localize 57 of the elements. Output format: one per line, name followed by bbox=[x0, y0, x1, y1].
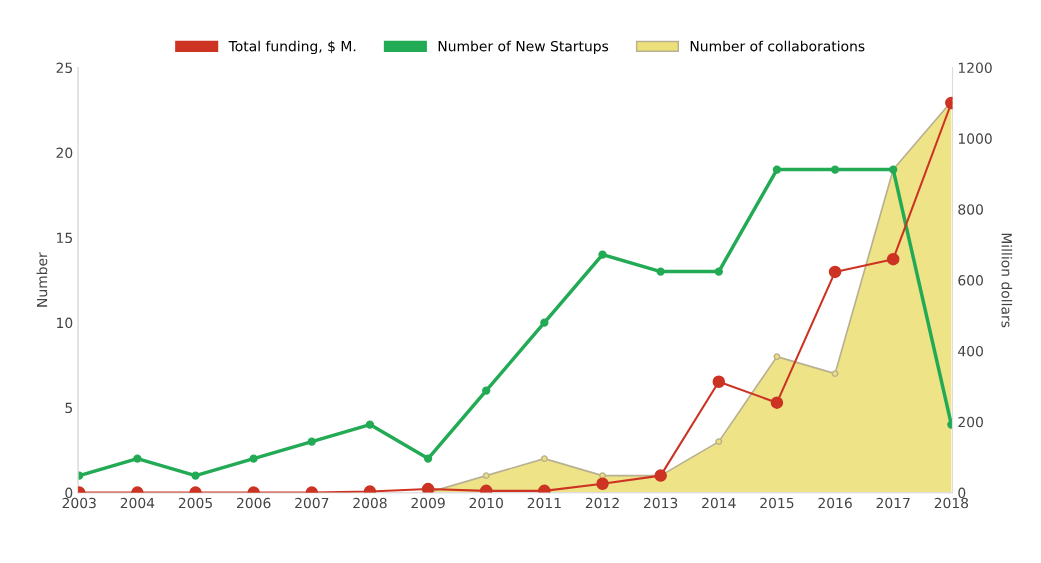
x-tick-label: 2007 bbox=[295, 497, 329, 509]
point bbox=[773, 353, 781, 361]
point bbox=[714, 267, 723, 276]
y2-tick-label: 400 bbox=[958, 345, 983, 357]
x-tick-label: 2014 bbox=[702, 497, 736, 509]
y2-tick-label: 1200 bbox=[958, 62, 992, 74]
legend-label: Total funding, $ M. bbox=[228, 40, 356, 55]
x-tick-label: 2003 bbox=[62, 497, 96, 509]
y-tick-label: 20 bbox=[56, 147, 73, 159]
x-tick-label: 2017 bbox=[876, 497, 910, 509]
point bbox=[598, 250, 607, 259]
point bbox=[421, 482, 435, 493]
point bbox=[656, 267, 665, 276]
x-tick-label: 2011 bbox=[527, 497, 561, 509]
x-tick-label: 2018 bbox=[934, 497, 969, 509]
point bbox=[423, 454, 433, 463]
point bbox=[365, 420, 375, 429]
point bbox=[828, 265, 842, 279]
x-tick-label: 2006 bbox=[237, 497, 271, 509]
x-tick-label: 2012 bbox=[585, 497, 619, 509]
point bbox=[770, 396, 784, 409]
point bbox=[482, 472, 490, 480]
x-tick-label: 2009 bbox=[411, 497, 445, 509]
point bbox=[540, 318, 549, 327]
x-tick-label: 2005 bbox=[178, 497, 212, 509]
point bbox=[133, 454, 142, 463]
point bbox=[307, 437, 316, 446]
point bbox=[715, 438, 723, 446]
y-tick-label: 0 bbox=[65, 487, 73, 499]
y-tick-label: 25 bbox=[56, 62, 72, 74]
y2-tick-label: 200 bbox=[958, 416, 983, 428]
point bbox=[772, 165, 782, 174]
x-tick-label: 2016 bbox=[818, 497, 852, 509]
y-tick-label: 5 bbox=[65, 402, 72, 414]
point bbox=[712, 375, 726, 389]
point bbox=[831, 370, 839, 378]
x-tick-label: 2015 bbox=[760, 497, 794, 509]
y2-tick-label: 800 bbox=[958, 204, 983, 215]
point bbox=[830, 165, 840, 174]
legend-label: Number of New Startups bbox=[438, 40, 609, 55]
y2-tick-label: 1000 bbox=[958, 133, 992, 144]
point bbox=[482, 386, 491, 395]
y-axis-title: Number bbox=[36, 252, 48, 307]
legend-label: Number of collaborations bbox=[690, 40, 865, 52]
point bbox=[249, 454, 258, 463]
point bbox=[886, 252, 900, 266]
y2-tick-label: 0 bbox=[958, 487, 966, 499]
point bbox=[540, 455, 548, 463]
y2-axis-title: Million dollars bbox=[1001, 233, 1013, 328]
x-tick-label: 2004 bbox=[120, 497, 155, 509]
x-tick-label: 2008 bbox=[353, 497, 387, 509]
y2-tick-label: 600 bbox=[958, 275, 983, 286]
x-tick-label: 2010 bbox=[469, 497, 503, 509]
x-tick-label: 2013 bbox=[643, 497, 678, 509]
y-tick-label: 10 bbox=[57, 317, 73, 329]
point bbox=[191, 471, 200, 480]
y-tick-label: 15 bbox=[57, 232, 72, 244]
